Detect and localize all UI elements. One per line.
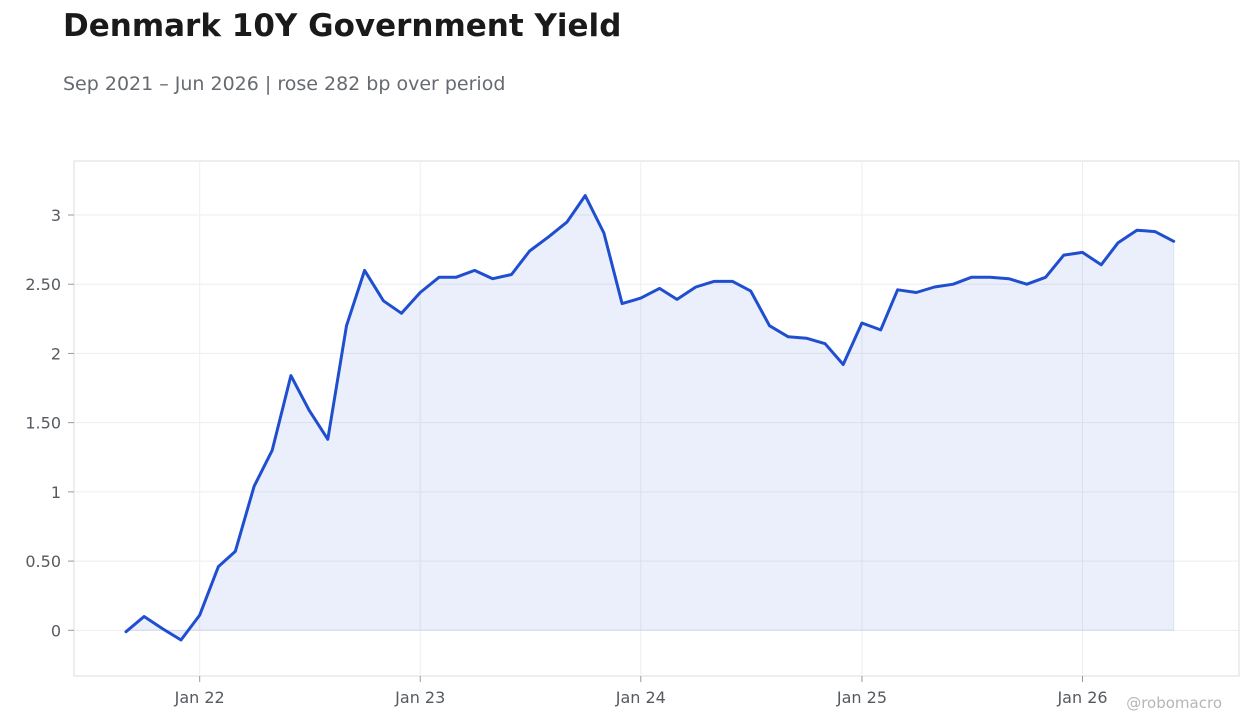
y-tick-label: 1.50 xyxy=(25,414,61,433)
data-point xyxy=(510,273,513,276)
data-point xyxy=(363,269,366,272)
x-tick-label: Jan 23 xyxy=(394,688,445,707)
data-point xyxy=(438,276,441,279)
data-point xyxy=(1081,251,1084,254)
data-point xyxy=(602,232,605,235)
data-point xyxy=(234,550,237,553)
data-point xyxy=(1117,241,1120,244)
data-point xyxy=(566,220,569,223)
data-point xyxy=(933,286,936,289)
data-point xyxy=(970,276,973,279)
data-point xyxy=(768,324,771,327)
data-point xyxy=(326,438,329,441)
x-tick-label: Jan 24 xyxy=(615,688,666,707)
data-point xyxy=(1154,230,1157,233)
data-point xyxy=(1025,283,1028,286)
data-point xyxy=(621,302,624,305)
data-point xyxy=(584,194,587,197)
data-point xyxy=(1062,254,1065,257)
data-point xyxy=(824,342,827,345)
data-point xyxy=(952,283,955,286)
data-point xyxy=(749,290,752,293)
data-point xyxy=(491,277,494,280)
data-point xyxy=(271,449,274,452)
data-point xyxy=(787,335,790,338)
x-tick-label: Jan 22 xyxy=(174,688,225,707)
data-point xyxy=(731,280,734,283)
data-point xyxy=(860,322,863,325)
data-point xyxy=(419,291,422,294)
data-point xyxy=(547,236,550,239)
data-point xyxy=(198,614,201,617)
data-point xyxy=(143,615,146,618)
data-point xyxy=(1007,277,1010,280)
data-point xyxy=(473,269,476,272)
data-point xyxy=(217,565,220,568)
data-point xyxy=(1135,229,1138,232)
data-point xyxy=(639,297,642,300)
data-point xyxy=(1100,263,1103,266)
chart-subtitle: Sep 2021 – Jun 2026 | rose 282 bp over p… xyxy=(63,73,506,95)
data-point xyxy=(161,627,164,630)
data-point xyxy=(180,639,183,642)
data-point xyxy=(658,287,661,290)
y-tick-label: 2 xyxy=(51,344,61,363)
x-tick-label: Jan 26 xyxy=(1056,688,1107,707)
x-tick-label: Jan 25 xyxy=(836,688,887,707)
y-tick-label: 3 xyxy=(51,206,61,225)
plot-frame xyxy=(73,160,1240,677)
data-point xyxy=(454,276,457,279)
data-point xyxy=(694,286,697,289)
series-area-fill xyxy=(125,194,1175,641)
y-tick-label: 2.50 xyxy=(25,275,61,294)
data-point xyxy=(879,328,882,331)
data-point xyxy=(805,337,808,340)
data-point xyxy=(382,299,385,302)
data-point xyxy=(345,324,348,327)
y-tick-label: 1 xyxy=(51,483,61,502)
data-point xyxy=(289,374,292,377)
y-tick-label: 0.50 xyxy=(25,552,61,571)
data-point xyxy=(989,276,992,279)
y-tick-label: 0 xyxy=(51,621,61,640)
data-point xyxy=(676,298,679,301)
data-point xyxy=(253,485,256,488)
chart-title: Denmark 10Y Government Yield xyxy=(63,8,622,44)
data-point xyxy=(400,312,403,315)
data-point xyxy=(915,291,918,294)
data-point xyxy=(308,409,311,412)
data-point xyxy=(712,280,715,283)
data-point xyxy=(1172,240,1175,243)
data-point xyxy=(842,363,845,366)
data-point xyxy=(896,288,899,291)
series-line xyxy=(124,194,1176,642)
data-point xyxy=(1044,276,1047,279)
data-point xyxy=(125,630,128,633)
watermark: @robomacro xyxy=(1126,694,1222,712)
data-point xyxy=(528,250,531,253)
